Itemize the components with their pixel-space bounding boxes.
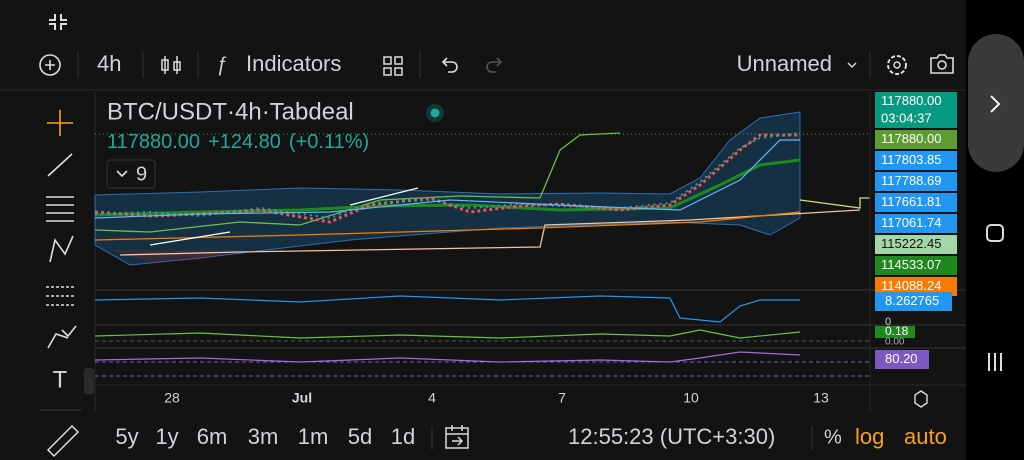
trendline <box>349 187 419 206</box>
price-label-bg <box>875 277 957 296</box>
osc-label-bg <box>875 326 915 338</box>
collapse-tools[interactable] <box>84 368 94 394</box>
osc-label: 0.18 <box>885 324 909 338</box>
price-label: 117061.74 <box>881 215 942 230</box>
change: +124.80 <box>208 131 281 153</box>
goto-settings[interactable] <box>914 390 928 408</box>
layouts[interactable] <box>383 56 403 76</box>
settings[interactable] <box>887 55 907 75</box>
rsi-line <box>94 351 801 363</box>
price: 117880.00 <box>107 131 200 153</box>
auto-toggle[interactable]: auto <box>904 424 947 449</box>
price-label: 117788.69 <box>881 173 942 188</box>
range-button[interactable]: 1d <box>391 424 415 449</box>
range-button[interactable]: 1m <box>298 424 329 449</box>
main-chart <box>94 111 870 266</box>
time-label: 4 <box>428 390 436 406</box>
price-label: 117661.81 <box>881 194 942 209</box>
undo[interactable] <box>441 57 458 73</box>
add-symbol[interactable] <box>39 54 61 76</box>
price-label-bg <box>875 172 957 191</box>
trendline <box>149 231 231 246</box>
price-label-bg <box>875 214 957 233</box>
rsi-label-bg <box>875 350 929 369</box>
ruler-tool[interactable] <box>46 424 80 458</box>
price-label: 114088.24 <box>881 278 942 293</box>
symbol[interactable]: BTC/USDT·4h·Tabdeal <box>107 98 354 125</box>
countdown: 03:04:37 <box>881 110 932 125</box>
clock[interactable]: 12:55:23 (UTC+3:30) <box>568 424 775 449</box>
price-label-bg <box>875 92 957 128</box>
chevron <box>116 170 128 178</box>
range-button[interactable]: 5y <box>115 424 138 449</box>
add-icon <box>45 60 55 70</box>
line-peach <box>119 209 861 256</box>
recents-button[interactable] <box>988 353 1002 371</box>
time-label: 7 <box>558 390 566 406</box>
range-button[interactable]: 5d <box>348 424 372 449</box>
time-axis: 28 Jul 4 7 10 13 <box>164 390 829 406</box>
zero-label: 0 <box>885 316 891 328</box>
range-button[interactable]: 6m <box>197 424 228 449</box>
rsi-label: 80.20 <box>885 351 918 366</box>
price-label: 117803.85 <box>881 152 942 167</box>
osc-line <box>94 329 801 339</box>
layout-name[interactable]: Unnamed <box>737 51 832 76</box>
text-tool[interactable]: T <box>53 366 68 393</box>
time-label: 13 <box>813 390 829 406</box>
time-label: 10 <box>683 390 699 406</box>
volume-label-bg <box>875 292 952 311</box>
candles-up <box>94 132 801 220</box>
volume-line <box>94 295 800 323</box>
osc-zero-label: 0.00 <box>885 337 905 348</box>
crosshair-tool[interactable] <box>47 110 73 136</box>
indicators[interactable]: Indicators <box>246 51 341 76</box>
range-button[interactable]: 3m <box>248 424 279 449</box>
price-label-bg <box>875 151 957 170</box>
price-label-bg <box>875 235 957 254</box>
brush-tool[interactable] <box>47 325 77 349</box>
price-label-bg <box>875 130 957 149</box>
fx-icon: ƒ <box>216 53 227 75</box>
line-orange <box>94 211 801 241</box>
collapse-icon[interactable] <box>49 14 67 30</box>
pattern-tool[interactable] <box>49 235 74 263</box>
volume-label: 8.262765 <box>885 293 939 308</box>
price-label: 115222.45 <box>881 236 942 251</box>
goto-date[interactable] <box>445 425 469 449</box>
time-label: Jul <box>292 390 312 406</box>
indicator-toggle[interactable] <box>106 159 156 189</box>
range-button[interactable]: 1y <box>155 424 178 449</box>
line-blue <box>94 139 800 219</box>
redo[interactable] <box>486 57 503 73</box>
lens <box>937 60 947 70</box>
snapshot[interactable] <box>930 54 954 74</box>
price-label: 114533.07 <box>881 257 942 272</box>
trend-tool[interactable] <box>47 153 73 177</box>
price-label-bg <box>875 256 957 275</box>
price-label-bg <box>875 193 957 212</box>
home-button[interactable] <box>986 224 1004 242</box>
interval[interactable]: 4h <box>97 51 121 76</box>
log-toggle[interactable]: log <box>855 424 884 449</box>
price-label: 117880.00 <box>881 131 942 146</box>
status-dot <box>430 108 440 118</box>
expand-arrow <box>990 95 1001 113</box>
legend-price: 117880.00 +124.80 (+0.11%) <box>107 131 369 153</box>
indicator-count: 9 <box>136 163 147 185</box>
chart-type[interactable] <box>161 56 181 74</box>
percent-toggle[interactable]: % <box>824 426 842 448</box>
line-lime <box>799 197 870 209</box>
price-label: 117880.00 <box>881 93 942 108</box>
time-label: 28 <box>164 390 180 406</box>
fib-tool[interactable] <box>46 196 74 222</box>
side-panel-handle[interactable] <box>968 34 1024 172</box>
settings-core <box>893 61 901 69</box>
dropdown <box>847 62 857 68</box>
price-scale: 117880.00 03:04:37 117880.00 117803.85 11778… <box>875 92 957 369</box>
bottom-bar: 5y 1y 6m 3m 1m 5d 1d 12:55:23 (UTC+3:30)% log aut… <box>115 424 946 449</box>
change-pct: (+0.11%) <box>289 131 369 153</box>
